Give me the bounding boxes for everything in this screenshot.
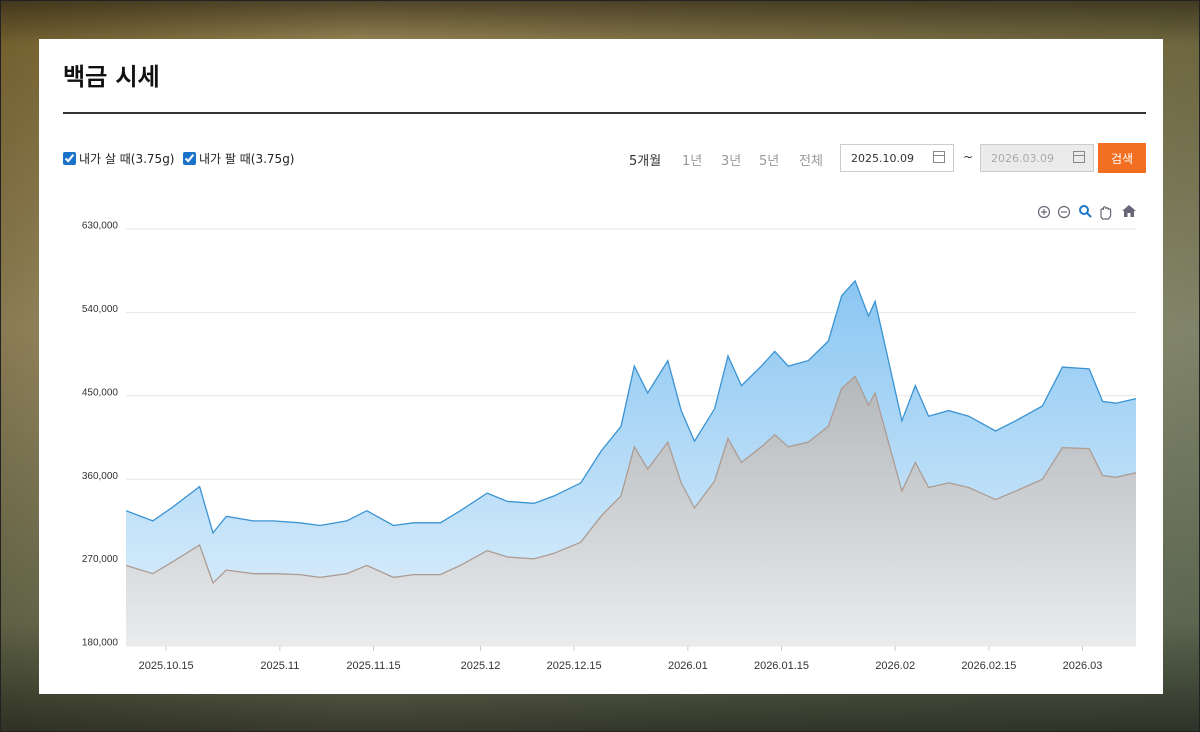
x-tick-label: 2026.01.15 bbox=[754, 660, 809, 672]
legend-buy[interactable]: 내가 살 때(3.75g) bbox=[63, 150, 175, 167]
checkbox[interactable] bbox=[63, 152, 76, 165]
y-tick-label: 360,000 bbox=[82, 471, 119, 482]
period-button[interactable]: 3년 bbox=[721, 154, 742, 169]
start-date-input[interactable]: 2025.10.09 bbox=[840, 144, 954, 172]
zoom-toolbar bbox=[1037, 205, 1136, 220]
y-tick-label: 630,000 bbox=[82, 221, 119, 232]
x-tick-label: 2025.10.15 bbox=[139, 660, 194, 672]
calendar-icon[interactable] bbox=[1073, 151, 1085, 163]
x-tick-label: 2025.12.15 bbox=[547, 660, 602, 672]
x-tick-label: 2026.02 bbox=[875, 660, 915, 672]
x-tick-label: 2026.01 bbox=[668, 660, 708, 672]
series-line bbox=[125, 375, 1137, 585]
checkbox[interactable] bbox=[183, 152, 196, 165]
x-tick-label: 2025.12 bbox=[461, 660, 501, 672]
reset-zoom-button[interactable] bbox=[1122, 205, 1136, 217]
date-text: 2025.10.09 bbox=[851, 152, 914, 165]
y-tick-label: 180,000 bbox=[82, 638, 119, 649]
y-tick-label: 450,000 bbox=[82, 387, 119, 398]
period-button[interactable]: 5개월 bbox=[629, 154, 662, 169]
period-button[interactable]: 1년 bbox=[682, 154, 703, 169]
period-button[interactable]: 전체 bbox=[799, 154, 823, 169]
divider bbox=[63, 112, 1146, 114]
separator: ~ bbox=[963, 150, 974, 164]
y-tick-label: 270,000 bbox=[82, 554, 119, 565]
pan-button[interactable] bbox=[1100, 206, 1112, 220]
date-text: 2026.03.09 bbox=[991, 152, 1054, 165]
legend-sell[interactable]: 내가 팔 때(3.75g) bbox=[183, 150, 295, 167]
x-tick-label: 2025.11.15 bbox=[346, 660, 400, 672]
zoom-in-button[interactable] bbox=[1037, 205, 1051, 219]
end-date-input[interactable]: 2026.03.09 bbox=[980, 144, 1094, 172]
search-button[interactable]: 검색 bbox=[1098, 143, 1146, 173]
zoom-out-button[interactable] bbox=[1057, 205, 1071, 219]
x-tick-label: 2026.03 bbox=[1063, 660, 1103, 672]
period-button[interactable]: 5년 bbox=[759, 154, 780, 169]
calendar-icon[interactable] bbox=[933, 151, 945, 163]
series-line bbox=[125, 279, 1137, 535]
page-title: 백금 시세 bbox=[63, 63, 160, 91]
area-fill bbox=[126, 376, 1136, 646]
legend-label: 내가 살 때(3.75g) bbox=[79, 152, 175, 166]
legend-label: 내가 팔 때(3.75g) bbox=[199, 152, 295, 166]
x-tick-label: 2025.11 bbox=[260, 660, 299, 672]
zoom-select-button[interactable] bbox=[1079, 205, 1092, 218]
x-tick-label: 2026.02.15 bbox=[961, 660, 1016, 672]
y-tick-label: 540,000 bbox=[82, 304, 119, 315]
